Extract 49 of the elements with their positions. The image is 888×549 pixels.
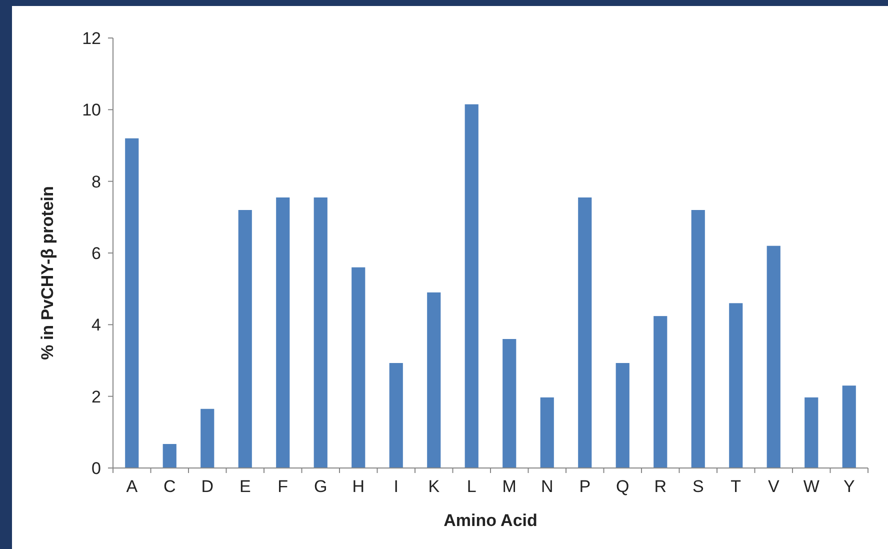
bar — [352, 267, 366, 468]
bar — [200, 408, 214, 468]
y-tick-label: 2 — [92, 387, 101, 406]
y-tick-label: 10 — [82, 100, 101, 120]
x-tick-label: G — [314, 477, 328, 496]
x-tick-label: Q — [616, 477, 630, 496]
x-tick-label: A — [126, 477, 138, 496]
x-tick-label: C — [163, 477, 176, 496]
x-tick-label: Y — [843, 477, 855, 496]
y-tick-label: 0 — [92, 458, 101, 478]
x-tick-label: I — [394, 477, 398, 496]
x-tick-label: T — [730, 477, 742, 496]
x-tick-label: E — [239, 477, 251, 496]
bar — [427, 292, 441, 468]
x-tick-label: N — [540, 477, 554, 496]
x-tick-label: M — [502, 477, 516, 496]
y-axis-title: % in PvCHY-β protein — [38, 186, 57, 360]
bar — [162, 444, 176, 468]
x-tick-label: R — [654, 477, 667, 496]
bar — [842, 386, 856, 468]
x-axis-title: Amino Acid — [444, 511, 538, 530]
bar — [766, 246, 780, 468]
bar — [729, 303, 743, 468]
bar — [389, 363, 403, 468]
bar — [804, 397, 818, 468]
x-tick-label: K — [428, 477, 440, 496]
bar — [314, 197, 328, 468]
bar — [125, 138, 139, 468]
y-tick-label: 8 — [92, 172, 101, 192]
y-tick-label: 6 — [92, 244, 101, 263]
y-tick-label: 4 — [92, 316, 101, 335]
bar — [464, 104, 478, 468]
x-tick-label: F — [278, 477, 288, 496]
bar — [691, 210, 705, 468]
x-tick-label: S — [692, 477, 704, 496]
bar — [654, 316, 668, 468]
x-tick-label: W — [803, 477, 820, 496]
x-tick-label: H — [352, 477, 365, 496]
x-tick-label: V — [768, 477, 780, 496]
bar — [616, 363, 630, 468]
bar — [276, 197, 290, 468]
bar — [540, 397, 554, 468]
x-tick-label: P — [579, 477, 591, 496]
bar — [502, 339, 516, 468]
bar — [238, 210, 252, 468]
x-tick-label: D — [201, 477, 214, 496]
bar — [578, 197, 592, 468]
y-tick-label: 12 — [82, 28, 101, 48]
x-tick-label: L — [466, 477, 476, 496]
